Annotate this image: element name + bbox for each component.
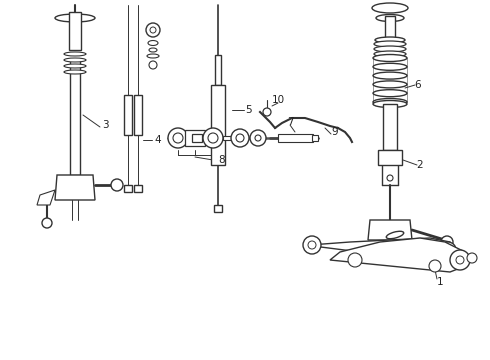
Circle shape [173, 133, 183, 143]
Bar [223, 136, 231, 140]
Circle shape [168, 128, 188, 148]
Bar [378, 150, 402, 165]
Text: 3: 3 [102, 120, 108, 130]
Text: 6: 6 [415, 80, 421, 90]
Ellipse shape [376, 14, 404, 22]
Circle shape [231, 129, 249, 147]
Text: 5: 5 [245, 105, 251, 115]
Ellipse shape [373, 81, 407, 88]
Circle shape [303, 236, 321, 254]
Circle shape [429, 260, 441, 272]
Bar [214, 205, 222, 212]
Ellipse shape [55, 14, 95, 22]
Ellipse shape [373, 99, 407, 105]
Ellipse shape [373, 54, 407, 62]
Polygon shape [330, 238, 468, 272]
Ellipse shape [386, 231, 404, 239]
Ellipse shape [64, 58, 86, 62]
Circle shape [440, 242, 456, 258]
Circle shape [150, 27, 156, 33]
Bar [124, 95, 132, 135]
Text: 7: 7 [287, 117, 294, 127]
Ellipse shape [373, 63, 407, 70]
Bar [192, 134, 202, 142]
Text: 1: 1 [437, 277, 443, 287]
Text: 9: 9 [332, 127, 338, 137]
Ellipse shape [148, 41, 158, 45]
Text: 2: 2 [416, 160, 423, 170]
Circle shape [203, 128, 223, 148]
Bar [134, 95, 142, 135]
Bar [211, 85, 225, 165]
Ellipse shape [375, 37, 405, 43]
Circle shape [42, 218, 52, 228]
Ellipse shape [64, 64, 86, 68]
Bar [69, 12, 81, 50]
Text: 10: 10 [271, 95, 285, 105]
Circle shape [208, 133, 218, 143]
Ellipse shape [374, 46, 406, 52]
Ellipse shape [374, 41, 406, 47]
Ellipse shape [64, 52, 86, 56]
Text: 4: 4 [155, 135, 161, 145]
Circle shape [263, 108, 271, 116]
Ellipse shape [374, 51, 406, 57]
Polygon shape [368, 220, 412, 240]
Polygon shape [305, 238, 455, 262]
Bar [278, 134, 313, 142]
Ellipse shape [373, 72, 407, 79]
Ellipse shape [373, 90, 407, 97]
Circle shape [111, 179, 123, 191]
Circle shape [146, 23, 160, 37]
Circle shape [450, 250, 470, 270]
Ellipse shape [373, 100, 407, 108]
Circle shape [236, 134, 244, 142]
Bar [383, 104, 397, 150]
Circle shape [441, 236, 453, 248]
Circle shape [250, 130, 266, 146]
Circle shape [255, 135, 261, 141]
Circle shape [149, 61, 157, 69]
Circle shape [387, 175, 393, 181]
Ellipse shape [372, 3, 408, 13]
Polygon shape [55, 175, 95, 200]
Bar [215, 55, 221, 85]
Circle shape [348, 253, 362, 267]
Bar [134, 185, 142, 192]
Bar [312, 135, 318, 141]
Circle shape [445, 247, 451, 253]
Bar [124, 185, 132, 192]
Ellipse shape [64, 70, 86, 74]
Bar [185, 130, 205, 146]
Text: 8: 8 [219, 155, 225, 165]
Bar [385, 16, 395, 38]
Ellipse shape [147, 54, 159, 58]
Polygon shape [37, 190, 55, 205]
Circle shape [308, 241, 316, 249]
Circle shape [456, 256, 464, 264]
Ellipse shape [149, 48, 157, 52]
Circle shape [467, 253, 477, 263]
